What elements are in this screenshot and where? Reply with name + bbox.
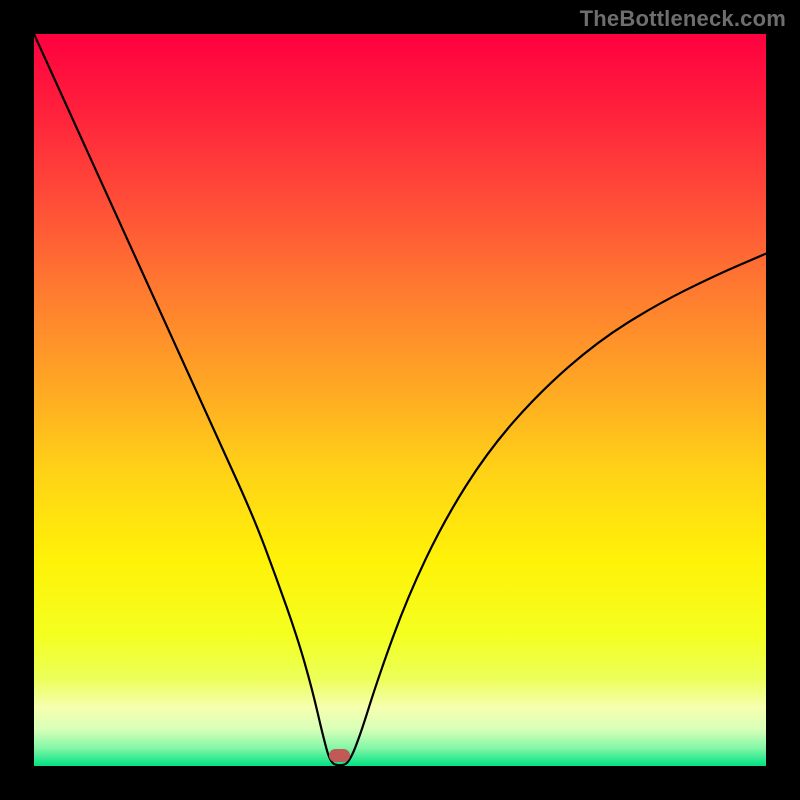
chart-frame: TheBottleneck.com bbox=[0, 0, 800, 800]
watermark-text: TheBottleneck.com bbox=[580, 6, 786, 32]
optimal-point-marker bbox=[329, 749, 350, 762]
plot-area bbox=[34, 34, 766, 766]
bottleneck-curve bbox=[34, 34, 766, 766]
